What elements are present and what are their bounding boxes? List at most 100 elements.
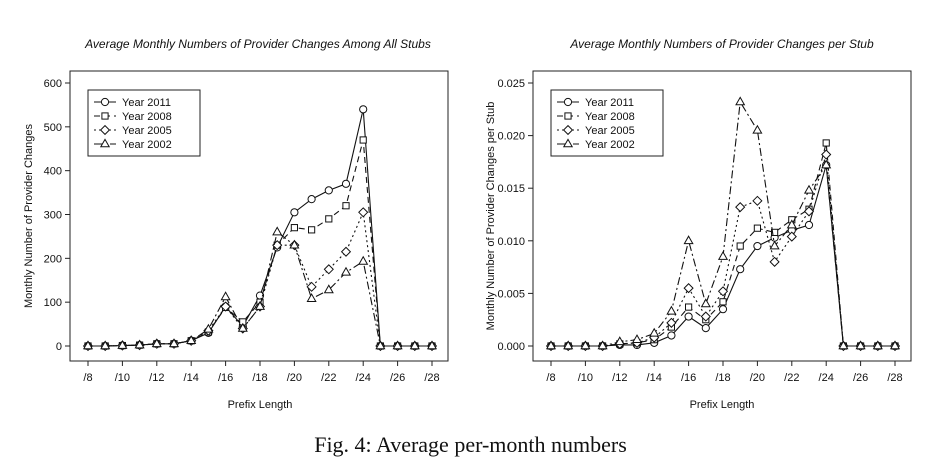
data-point — [666, 317, 677, 328]
y-tick-label: 0.015 — [497, 183, 525, 195]
legend-label: Year 2002 — [585, 139, 635, 151]
x-tick-label: /28 — [887, 372, 902, 384]
data-point — [358, 207, 369, 218]
chart-right-title: Average Monthly Numbers of Provider Chan… — [569, 37, 874, 51]
data-point — [375, 340, 386, 350]
x-tick-label: /14 — [647, 372, 662, 384]
series-year-2005 — [545, 149, 901, 352]
chart-right-x-axis: /8/10/12/14/16/18/20/22/24/26/28 — [546, 361, 903, 384]
y-tick-label: 0.025 — [497, 78, 525, 90]
legend-label: Year 2005 — [585, 125, 635, 137]
chart-right-series — [545, 96, 901, 352]
legend-marker — [563, 97, 573, 107]
data-point — [325, 215, 333, 223]
data-point — [700, 298, 711, 308]
data-point — [855, 340, 866, 350]
data-point — [838, 340, 849, 350]
x-tick-label: /22 — [784, 372, 799, 384]
data-point — [719, 298, 727, 306]
legend-marker — [100, 97, 110, 107]
chart-left-legend: Year 2011 Year 2008 Year 2005 Year 2002 — [87, 89, 201, 157]
legend-label: Year 2008 — [585, 111, 635, 123]
data-point — [306, 293, 317, 302]
x-tick-label: /26 — [390, 372, 405, 384]
series-line — [551, 154, 895, 347]
data-point — [151, 338, 162, 348]
series-line — [551, 142, 895, 347]
data-point — [597, 340, 608, 350]
figure: Average Monthly Numbers of Provider Chan… — [23, 37, 912, 411]
data-point — [324, 186, 333, 195]
legend-marker — [99, 138, 111, 148]
figure-caption: Fig. 4: Average per-month numbers — [314, 432, 627, 457]
data-point — [392, 340, 403, 350]
y-tick-label: 0.000 — [497, 341, 525, 353]
legend-label: Year 2002 — [122, 139, 172, 151]
data-point — [822, 139, 830, 147]
data-point — [735, 202, 746, 213]
data-point — [308, 226, 316, 234]
x-tick-label: /8 — [546, 372, 555, 384]
y-tick-label: 200 — [44, 253, 62, 265]
data-point — [803, 184, 815, 194]
data-point — [753, 241, 762, 251]
chart-left-x-axis: /8/10/12/14/16/18/20/22/24/26/28 — [83, 361, 440, 384]
legend-marker — [101, 112, 109, 120]
data-point — [220, 291, 231, 301]
y-tick-label: 300 — [44, 210, 62, 222]
data-point — [804, 220, 814, 230]
x-tick-label: /18 — [715, 372, 730, 384]
data-point — [359, 136, 367, 144]
x-tick-label: /20 — [750, 372, 765, 384]
chart-left-x-label: Prefix Length — [228, 399, 293, 411]
data-point — [752, 124, 763, 134]
y-tick-label: 100 — [44, 297, 62, 309]
chart-left-y-axis: 0 100 200 300 400 500 600 — [44, 78, 70, 353]
data-point — [803, 206, 815, 217]
data-point — [821, 149, 832, 160]
data-point — [769, 240, 780, 250]
chart-right-y-axis: 0.000 0.005 0.010 0.015 0.020 0.025 — [497, 78, 533, 353]
chart-right-legend: Year 2011 Year 2008 Year 2005 Year 2002 — [550, 89, 664, 157]
data-point — [786, 219, 797, 229]
data-point — [700, 311, 711, 322]
legend-label: Year 2011 — [585, 97, 634, 109]
data-point — [889, 340, 901, 350]
x-tick-label: /26 — [853, 372, 868, 384]
data-point — [683, 283, 694, 294]
data-point — [340, 266, 352, 276]
data-point — [117, 339, 128, 349]
x-tick-label: /14 — [184, 372, 199, 384]
data-point — [736, 242, 744, 250]
data-point — [358, 255, 369, 265]
data-point — [666, 305, 677, 315]
series-year-2008 — [547, 139, 899, 350]
data-point — [771, 228, 779, 236]
data-point — [872, 340, 883, 350]
data-point — [307, 195, 316, 204]
series-year-2002 — [545, 96, 901, 350]
x-tick-label: /20 — [287, 372, 302, 384]
legend-label: Year 2008 — [122, 111, 172, 123]
data-point — [717, 286, 729, 297]
x-tick-label: /8 — [83, 372, 92, 384]
data-point — [323, 264, 334, 275]
chart-left-y-label: Monthly Number of Provider Changes — [23, 123, 35, 308]
data-point — [306, 281, 317, 292]
data-point — [100, 340, 111, 350]
data-point — [203, 323, 214, 333]
legend-label: Year 2011 — [122, 97, 171, 109]
data-point — [341, 179, 351, 188]
data-point — [220, 301, 231, 312]
data-point — [545, 340, 557, 350]
x-tick-label: /16 — [218, 372, 233, 384]
data-point — [631, 334, 643, 343]
data-point — [580, 340, 591, 350]
data-point — [290, 208, 299, 217]
x-tick-label: /12 — [149, 372, 164, 384]
chart-right-x-label: Prefix Length — [690, 399, 755, 411]
x-tick-label: /16 — [681, 372, 696, 384]
data-point — [685, 303, 693, 311]
data-point — [736, 265, 745, 274]
data-point — [272, 226, 283, 236]
